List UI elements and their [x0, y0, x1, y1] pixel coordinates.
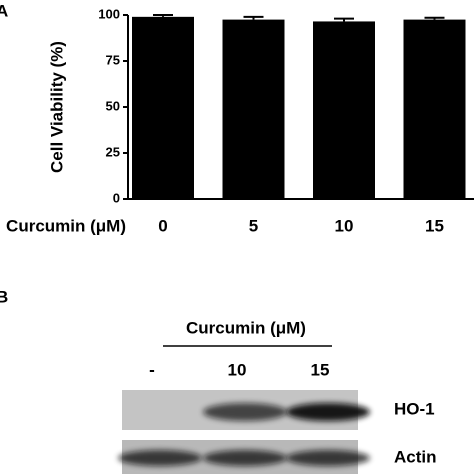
band [286, 403, 370, 421]
blot: - 10 15 HO-1 Actin [118, 360, 437, 474]
bar [222, 19, 285, 199]
bar [132, 16, 194, 200]
y-tick-label: 50 [106, 98, 120, 113]
y-axis-label: Cell Viability (%) [47, 41, 66, 173]
x-axis-label: Curcumin (μM) [6, 216, 126, 235]
panel-label: A [0, 1, 8, 20]
x-tick-label: 15 [425, 216, 444, 235]
band [203, 450, 287, 466]
row-label: HO-1 [394, 399, 435, 418]
bar [403, 19, 466, 199]
lane-label: - [149, 360, 155, 379]
x-tick-label: 10 [335, 216, 354, 235]
x-tick-label: 5 [249, 216, 258, 235]
row-label: Actin [394, 447, 437, 466]
band [118, 450, 202, 466]
lane-label: 10 [228, 360, 247, 379]
y-tick-label: 75 [106, 52, 120, 67]
band [286, 450, 370, 466]
lane-label: 15 [311, 360, 330, 379]
x-tick-label: 0 [158, 216, 167, 235]
panel-label: B [0, 287, 8, 306]
blot-title: Curcumin (μM) [186, 318, 306, 337]
band [203, 403, 287, 421]
y-tick-label: 25 [106, 144, 120, 159]
y-tick-label: 100 [98, 6, 120, 21]
bar [313, 21, 375, 199]
y-tick-label: 0 [113, 190, 120, 205]
